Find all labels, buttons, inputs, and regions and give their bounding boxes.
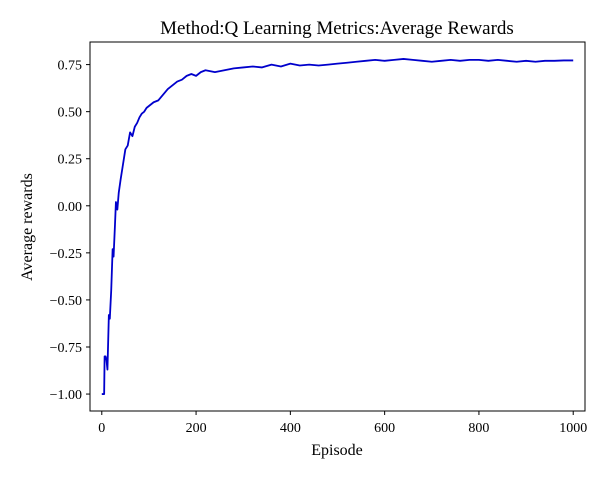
y-axis-label: Average rewards (19, 173, 36, 281)
y-tick-label: 0.25 (58, 153, 83, 168)
y-tick-label: −0.25 (50, 247, 82, 262)
chart-title: Method:Q Learning Metrics:Average Reward… (160, 18, 514, 39)
plot-area: 0 200 400 600 800 1000 −1.00 −0.75 −0.50 −0.25 0.… (50, 41, 587, 436)
x-tick-label: 400 (280, 421, 301, 436)
y-tick-label: 0.75 (58, 59, 83, 74)
plot-frame (89, 41, 586, 412)
series-line-0 (101, 58, 574, 395)
x-tick-label: 600 (374, 421, 395, 436)
y-axis-ticks: −1.00 −0.75 −0.50 −0.25 0.00 0.25 0.50 0.75 (50, 59, 90, 403)
x-axis-ticks: 0 200 400 600 800 1000 (98, 411, 587, 436)
x-tick-label: 1000 (559, 421, 587, 436)
y-tick-label: 0.50 (58, 106, 83, 121)
x-axis-label: Episode (311, 442, 363, 459)
x-tick-label: 200 (186, 421, 207, 436)
y-tick-label: −1.00 (50, 388, 82, 403)
series-layer (101, 58, 574, 395)
y-tick-label: −0.50 (50, 294, 82, 309)
y-tick-label: 0.00 (58, 200, 83, 215)
y-tick-label: −0.75 (50, 341, 82, 356)
x-tick-label: 0 (98, 421, 105, 436)
x-tick-label: 800 (468, 421, 489, 436)
